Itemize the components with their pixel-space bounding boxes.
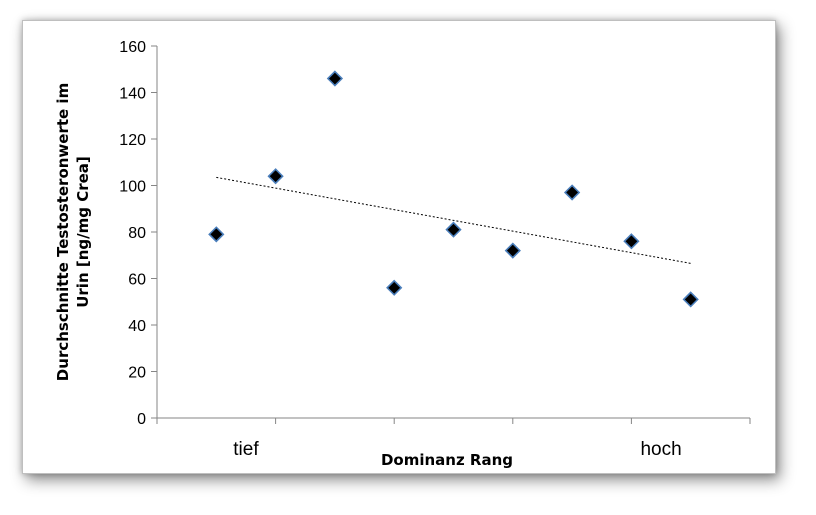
y-axis-title: Durchschnitte Testosteronwerte im Urin [… bbox=[54, 83, 92, 381]
data-point-9 bbox=[682, 291, 699, 308]
data-point-4 bbox=[386, 279, 403, 296]
y-tick-label: 0 bbox=[137, 411, 146, 428]
y-tick-label: 100 bbox=[119, 179, 146, 196]
y-tick-label: 20 bbox=[128, 365, 146, 382]
data-point-2 bbox=[267, 168, 284, 185]
y-tick-label: 120 bbox=[119, 132, 146, 149]
y-tick-label: 160 bbox=[119, 39, 146, 56]
x-tick-labels: tief hoch bbox=[233, 439, 681, 460]
y-tick-label: 140 bbox=[119, 86, 146, 103]
y-axis-title-line-2: Urin [ng/mg Crea] bbox=[74, 156, 92, 308]
y-ticks: 0 20 40 60 80 100 120 140 160 bbox=[119, 39, 157, 428]
x-axis-title: Dominanz Rang bbox=[381, 451, 513, 469]
data-point-7 bbox=[563, 184, 581, 201]
data-point-1 bbox=[208, 226, 225, 243]
x-tick-label-hoch: hoch bbox=[640, 439, 681, 460]
data-point-6 bbox=[504, 242, 521, 259]
data-points bbox=[208, 70, 699, 308]
trendline bbox=[216, 176, 691, 264]
x-ticks bbox=[156, 418, 751, 424]
data-point-8 bbox=[623, 233, 640, 250]
data-point-5 bbox=[445, 221, 462, 238]
chart-frame bbox=[22, 20, 776, 474]
x-tick-label-tief: tief bbox=[233, 439, 259, 460]
trendline-group bbox=[216, 176, 691, 264]
y-tick-label: 80 bbox=[128, 225, 146, 242]
y-tick-label: 60 bbox=[128, 272, 146, 289]
y-tick-label: 40 bbox=[128, 318, 146, 335]
y-axis-title-line-1: Durchschnitte Testosteronwerte im bbox=[54, 83, 72, 381]
data-point-3 bbox=[326, 70, 344, 87]
